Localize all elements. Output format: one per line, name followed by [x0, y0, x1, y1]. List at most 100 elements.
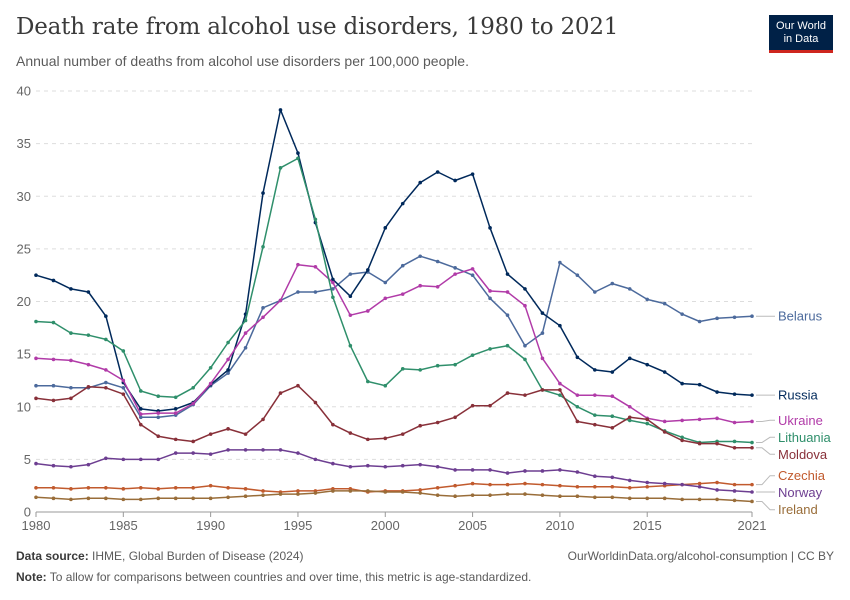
point-lithuania	[593, 413, 597, 417]
point-ireland	[680, 497, 684, 502]
point-belarus	[104, 380, 108, 385]
series-norway	[34, 448, 754, 494]
connector-ukraine	[756, 419, 775, 422]
point-russia	[627, 356, 632, 361]
point-lithuania	[418, 368, 422, 372]
point-czechia	[208, 483, 213, 488]
point-russia	[383, 226, 388, 230]
point-ireland	[86, 496, 91, 501]
point-ukraine	[34, 356, 38, 361]
point-lithuania	[488, 347, 492, 351]
connector-ireland	[756, 500, 775, 511]
point-norway	[331, 461, 335, 466]
point-czechia	[435, 485, 440, 490]
owid-logo[interactable]: Our World in Data	[769, 15, 833, 53]
point-czechia	[750, 482, 754, 487]
point-moldova	[418, 423, 422, 428]
point-lithuania	[505, 343, 510, 348]
chart-title: Death rate from alcohol use disorders, 1…	[16, 14, 619, 40]
point-czechia	[296, 489, 300, 493]
source-text[interactable]: IHME, Global Burden of Disease (2024)	[92, 549, 304, 563]
point-lithuania	[348, 343, 353, 348]
x-tick-label: 2000	[371, 518, 400, 533]
point-ukraine	[226, 357, 230, 362]
point-ireland	[523, 492, 527, 496]
point-belarus	[732, 315, 737, 320]
point-russia	[680, 381, 684, 386]
point-moldova	[191, 439, 195, 444]
point-belarus	[715, 316, 719, 321]
point-lithuania	[627, 418, 632, 423]
point-czechia	[627, 485, 632, 490]
point-ukraine	[453, 272, 457, 276]
point-ireland	[697, 497, 702, 502]
point-russia	[366, 268, 370, 272]
credit-link[interactable]: OurWorldinData.org/alcohol-consumption |…	[567, 549, 834, 563]
point-norway	[51, 463, 56, 468]
point-moldova	[296, 383, 300, 388]
point-lithuania	[383, 383, 388, 388]
line-belarus	[36, 255, 753, 419]
point-czechia	[418, 488, 422, 492]
point-ukraine	[470, 267, 475, 271]
point-moldova	[453, 415, 457, 420]
legend-labels: Belarus Russia Ukraine Lithuania Moldova Czec…	[756, 309, 832, 517]
point-russia	[575, 355, 580, 360]
point-norway	[400, 463, 405, 468]
point-russia	[488, 226, 492, 230]
series-belarus	[34, 254, 754, 420]
point-russia	[173, 407, 178, 411]
point-lithuania	[226, 340, 230, 345]
point-czechia	[505, 482, 510, 487]
point-ireland	[69, 497, 73, 502]
point-ukraine	[400, 292, 405, 296]
y-tick-label: 30	[17, 189, 31, 204]
point-moldova	[470, 403, 475, 408]
series-lines	[34, 108, 754, 504]
point-norway	[138, 457, 143, 462]
point-czechia	[575, 484, 580, 489]
note: Note: To allow for comparisons between c…	[16, 570, 531, 584]
x-tick-label: 1990	[196, 518, 225, 533]
point-moldova	[400, 432, 405, 436]
point-ireland	[278, 492, 283, 496]
y-axis-ticks: 0 5 10 15 20 25 30 35 40	[17, 84, 31, 520]
point-ukraine	[261, 315, 265, 320]
y-tick-label: 10	[17, 399, 31, 414]
point-belarus	[540, 331, 545, 335]
point-ukraine	[383, 296, 388, 301]
point-moldova	[104, 386, 108, 390]
point-norway	[243, 448, 248, 452]
point-belarus	[69, 386, 73, 390]
label-belarus: Belarus	[778, 309, 823, 324]
point-norway	[593, 474, 597, 479]
point-ireland	[243, 494, 248, 499]
point-czechia	[261, 489, 265, 493]
point-czechia	[645, 484, 650, 489]
point-moldova	[121, 392, 126, 396]
series-russia	[34, 108, 754, 413]
point-czechia	[610, 484, 615, 489]
x-tick-label: 2015	[633, 518, 662, 533]
point-lithuania	[261, 244, 265, 249]
connector-lithuania	[756, 436, 775, 444]
point-moldova	[627, 415, 632, 420]
point-ukraine	[558, 381, 562, 386]
point-lithuania	[366, 379, 370, 384]
line-ukraine	[35, 263, 753, 424]
point-lithuania	[558, 393, 562, 397]
point-ireland	[470, 493, 475, 497]
point-ukraine	[313, 264, 318, 269]
point-ukraine	[680, 418, 684, 423]
point-belarus	[610, 281, 615, 286]
point-belarus	[680, 312, 684, 316]
point-belarus	[593, 290, 597, 294]
point-russia	[697, 382, 702, 387]
point-russia	[505, 272, 510, 276]
grid-lines	[36, 90, 752, 513]
point-czechia	[540, 482, 545, 487]
point-lithuania	[470, 353, 475, 357]
point-ukraine	[697, 417, 702, 422]
point-moldova	[261, 417, 265, 422]
point-russia	[86, 290, 91, 294]
